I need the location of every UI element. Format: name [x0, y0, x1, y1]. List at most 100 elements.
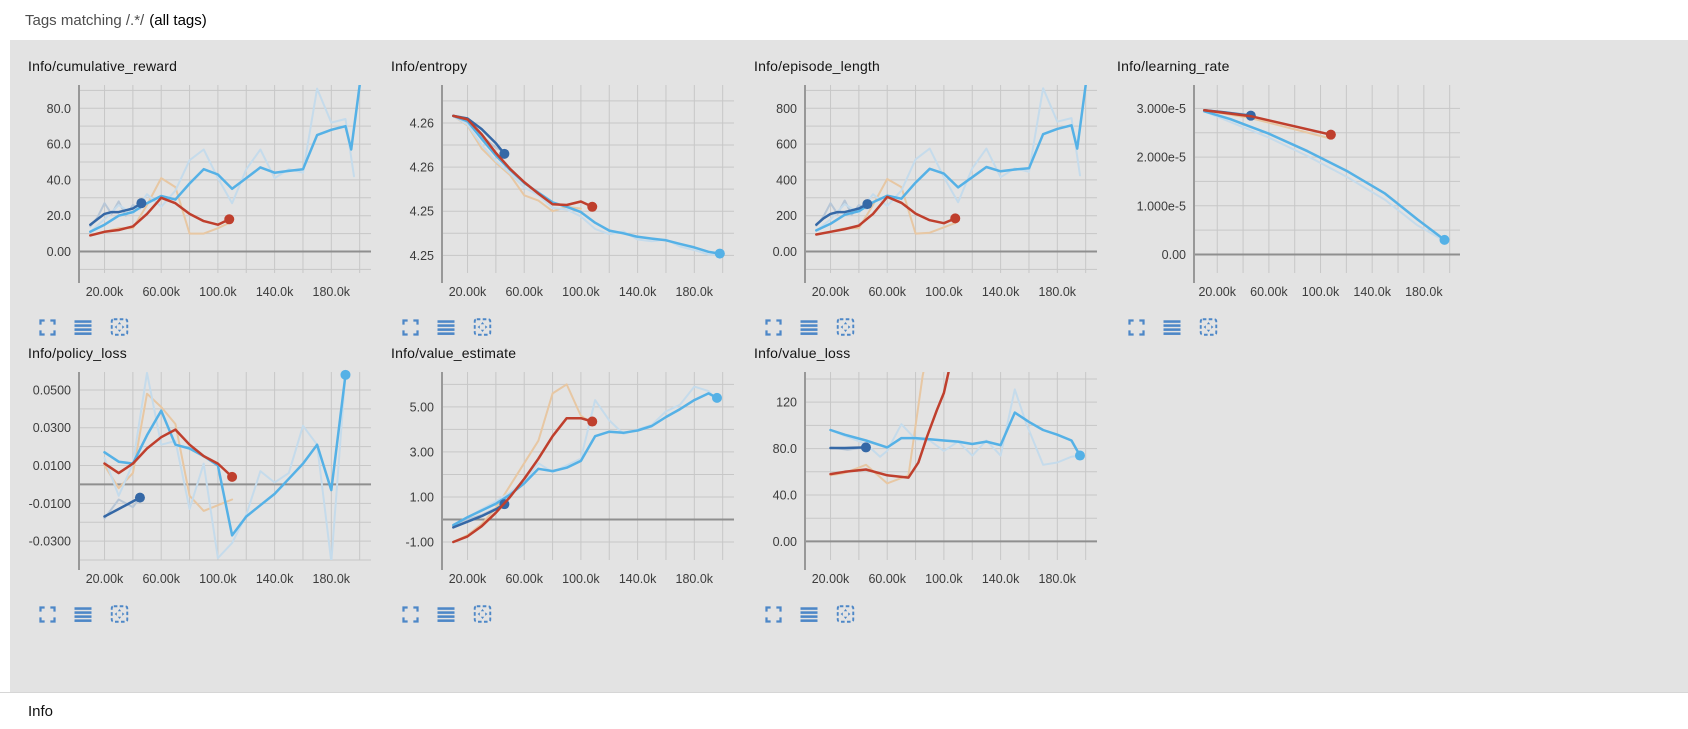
x-tick-label: 180.0k — [676, 285, 714, 299]
series-run-blue-smoothed-end-dot — [860, 442, 871, 453]
y-tick-label: 0.0100 — [33, 459, 71, 473]
y-tick-label: 0.00 — [1162, 248, 1186, 262]
chart-actions — [388, 317, 751, 337]
x-tick-label: 180.0k — [1039, 572, 1077, 586]
info-section-header[interactable]: Info — [0, 692, 1688, 729]
series-run-red-smoothed-end-dot — [224, 214, 235, 225]
x-tick-label: 60.00k — [868, 285, 906, 299]
x-tick-label: 100.0k — [925, 572, 963, 586]
fit-data-icon[interactable] — [835, 604, 855, 624]
fullscreen-icon[interactable] — [1126, 317, 1146, 337]
y-tick-label: 40.0 — [47, 173, 71, 187]
chart-plot[interactable]: -1.00 1.00 3.00 5.00 20.00k 60.00k 100.0k 140.0… — [388, 364, 740, 598]
y-tick-label: 4.26 — [410, 161, 434, 175]
series-run-red-smoothed — [89, 196, 231, 237]
series-run-cyan-raw — [1203, 110, 1446, 242]
x-tick-label: 180.0k — [1039, 285, 1077, 299]
runs-icon[interactable] — [799, 604, 819, 624]
chart-title: Info/entropy — [391, 58, 468, 74]
x-tick-label: 140.0k — [982, 572, 1020, 586]
y-tick-label: 200 — [776, 209, 797, 223]
series-run-cyan-raw — [452, 114, 721, 256]
dashboard-card: Info/cumulative_reward 0.00 20.0 40.0 60.0 8… — [10, 40, 1688, 692]
fit-data-icon[interactable] — [472, 604, 492, 624]
x-tick-label: 140.0k — [619, 285, 657, 299]
y-tick-label: 1.00 — [410, 490, 434, 504]
chart-plot[interactable]: 0.00 200 400 600 800 20.00k 60.00k 100.0k 140.0k… — [751, 77, 1103, 311]
y-tick-label: 4.25 — [410, 249, 434, 263]
fullscreen-icon[interactable] — [763, 604, 783, 624]
y-tick-label: 0.0300 — [33, 421, 71, 435]
series-run-cyan-smoothed — [829, 411, 1082, 457]
runs-icon[interactable] — [436, 317, 456, 337]
x-tick-label: 20.00k — [812, 572, 850, 586]
runs-icon[interactable] — [436, 604, 456, 624]
chart-title: Info/policy_loss — [28, 345, 127, 361]
fit-data-icon[interactable] — [109, 604, 129, 624]
fullscreen-icon[interactable] — [763, 317, 783, 337]
x-tick-label: 20.00k — [449, 572, 487, 586]
series-run-cyan-smoothed — [1203, 110, 1446, 242]
series-run-orange-raw — [829, 372, 925, 485]
series-run-cyan-smoothed-end-dot — [1439, 234, 1450, 245]
x-tick-label: 100.0k — [925, 285, 963, 299]
chart-card: Info/entropy 4.25 4.25 4.26 4.26 20.00k 60.00… — [388, 56, 751, 343]
series-run-blue-smoothed-end-dot — [862, 199, 873, 210]
fullscreen-icon[interactable] — [37, 317, 57, 337]
chart-plot[interactable]: 4.25 4.25 4.26 4.26 20.00k 60.00k 100.0k 140.0k… — [388, 77, 740, 311]
fit-data-icon[interactable] — [1198, 317, 1218, 337]
runs-icon[interactable] — [73, 317, 93, 337]
series-run-cyan-smoothed — [452, 114, 722, 255]
y-tick-label: 400 — [776, 173, 797, 187]
x-tick-label: 140.0k — [256, 285, 294, 299]
charts-grid: Info/cumulative_reward 0.00 20.0 40.0 60.0 8… — [25, 56, 1485, 630]
y-tick-label: 0.00 — [773, 535, 797, 549]
series-run-red-smoothed — [815, 195, 957, 236]
y-tick-label: 120 — [776, 396, 797, 410]
y-tick-label: 4.26 — [410, 116, 434, 130]
series-run-cyan-raw — [452, 385, 718, 527]
x-tick-label: 60.00k — [142, 285, 180, 299]
runs-icon[interactable] — [799, 317, 819, 337]
all-tags-label: (all tags) — [149, 11, 207, 29]
y-tick-label: 0.00 — [47, 245, 71, 259]
series-run-red-smoothed-end-dot — [587, 416, 598, 427]
runs-icon[interactable] — [73, 604, 93, 624]
fit-data-icon[interactable] — [472, 317, 492, 337]
x-tick-label: 180.0k — [313, 285, 351, 299]
y-tick-label: 60.0 — [47, 138, 71, 152]
runs-icon[interactable] — [1162, 317, 1182, 337]
fullscreen-icon[interactable] — [400, 604, 420, 624]
chart-card: Info/value_loss 0.00 40.0 80.0 120 20.00k 60.… — [751, 343, 1114, 630]
fullscreen-icon[interactable] — [400, 317, 420, 337]
chart-plot[interactable]: -0.0300 -0.0100 0.0100 0.0300 0.0500 20.00k 60… — [25, 364, 377, 598]
x-tick-label: 180.0k — [313, 572, 351, 586]
chart-actions — [751, 604, 1114, 624]
y-tick-label: 0.00 — [773, 245, 797, 259]
y-tick-label: 80.0 — [773, 442, 797, 456]
y-tick-label: 600 — [776, 138, 797, 152]
series-run-orange-raw — [103, 392, 234, 512]
series-run-blue-smoothed-end-dot — [136, 198, 147, 209]
series-run-blue-smoothed-end-dot — [134, 492, 145, 503]
chart-plot[interactable]: 0.00 20.0 40.0 60.0 80.0 20.00k 60.00k 100.0k 14… — [25, 77, 377, 311]
x-tick-label: 180.0k — [676, 572, 714, 586]
fit-data-icon[interactable] — [835, 317, 855, 337]
chart-plot[interactable]: 0.00 1.000e-5 2.000e-5 3.000e-5 20.00k 60.00k… — [1114, 77, 1466, 311]
series-run-red-smoothed — [829, 372, 950, 479]
chart-actions — [1114, 317, 1477, 337]
chart-plot[interactable]: 0.00 40.0 80.0 120 20.00k 60.00k 100.0k 140.0k 1… — [751, 364, 1103, 598]
series-run-cyan-smoothed-end-dot — [340, 369, 351, 380]
x-tick-label: 60.00k — [505, 285, 543, 299]
x-tick-label: 20.00k — [1198, 285, 1236, 299]
x-tick-label: 140.0k — [982, 285, 1020, 299]
fullscreen-icon[interactable] — [37, 604, 57, 624]
series-run-cyan-smoothed — [89, 85, 361, 234]
series-run-blue-smoothed — [815, 202, 869, 226]
chart-card: Info/episode_length 0.00 200 400 600 800 20.0… — [751, 56, 1114, 343]
series-run-blue-smoothed — [829, 446, 868, 450]
fit-data-icon[interactable] — [109, 317, 129, 337]
info-section-label: Info — [28, 703, 54, 720]
x-tick-label: 20.00k — [812, 285, 850, 299]
chart-actions — [25, 317, 388, 337]
